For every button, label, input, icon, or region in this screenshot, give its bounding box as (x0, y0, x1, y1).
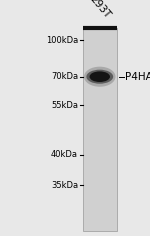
Ellipse shape (90, 71, 110, 82)
Bar (82, 28, 117, 231)
Text: 55kDa: 55kDa (51, 101, 78, 110)
Text: 35kDa: 35kDa (51, 181, 78, 190)
Text: 70kDa: 70kDa (51, 72, 78, 81)
Text: 40kDa: 40kDa (51, 150, 78, 159)
Text: 100kDa: 100kDa (46, 36, 78, 45)
Ellipse shape (84, 67, 116, 87)
Text: 293T: 293T (87, 0, 112, 20)
Text: P4HA3: P4HA3 (124, 72, 150, 82)
Ellipse shape (86, 70, 113, 84)
